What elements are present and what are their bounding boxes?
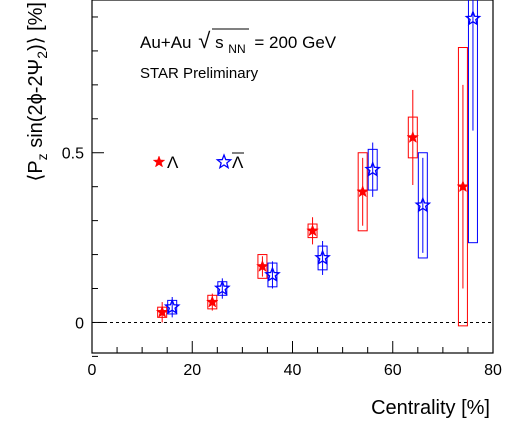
y-axis-title: ⟨Pz sin(2ϕ-2Ψ2)⟩ [%] [25,2,50,181]
antilambda-point [364,160,382,177]
antilambda-point [264,266,281,283]
lambda-point [256,259,269,272]
antilambda-point [314,249,331,266]
lambda-point [456,179,470,193]
antilambda-point [414,196,432,213]
x-tick-label: 80 [484,362,502,379]
antilambda-point [163,298,181,315]
x-tick-label: 60 [384,362,402,379]
lambda-sys-box [257,254,268,279]
annotation-preliminary: STAR Preliminary [140,65,259,82]
legend-label-lambda: Λ [167,153,179,172]
x-tick-label: 40 [284,362,302,379]
legend-marker-lambda [152,155,166,168]
lambda-point [306,224,319,237]
lambda-point [356,185,370,198]
lambda-point [205,295,219,308]
y-tick-label: 0.5 [62,146,84,163]
x-axis-title: Centrality [%] [371,397,490,419]
x-tick-label: 0 [88,362,97,379]
plot-frame [91,0,494,354]
legend: Λ Λ [152,152,244,172]
annotation-collision-system: Au+Au √ s NN = 200 GeV [140,28,337,57]
legend-marker-antilambda [215,153,233,170]
legend-label-antilambda: Λ [232,153,244,172]
lambda-point [406,130,420,143]
lambda-point [155,305,169,318]
antilambda-point [213,279,231,296]
x-tick-label: 20 [183,362,201,379]
antilambda-point [464,9,482,26]
y-tick-label: 0 [75,315,84,332]
lambda-sys-box [357,152,368,232]
lambda-sys-box [457,47,468,327]
